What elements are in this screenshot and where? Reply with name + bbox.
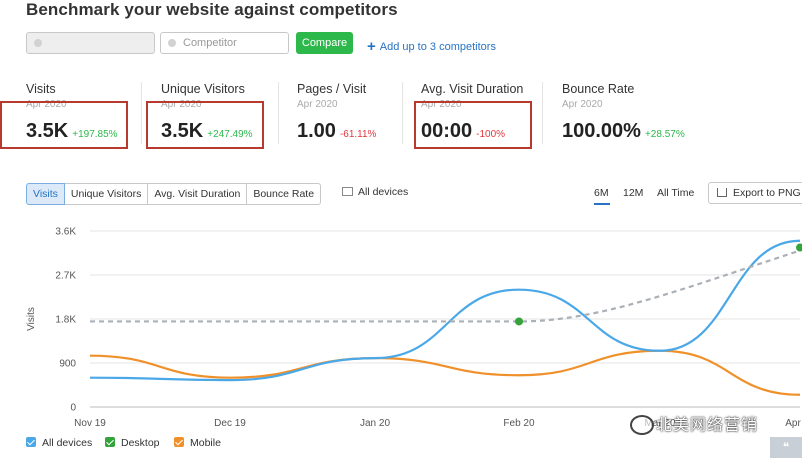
metric-visits: Visits Apr 2020 3.5K +197.85% xyxy=(26,82,118,142)
metric-date: Apr 2020 xyxy=(562,99,603,110)
y-tick-label: 2.7K xyxy=(55,271,76,282)
quote-icon: ❝ xyxy=(770,437,802,458)
metric-change: -100% xyxy=(476,129,506,140)
metric-value: 1.00 xyxy=(297,120,336,142)
metric-change: +247.49% xyxy=(207,129,253,140)
watermark-text: 北美网络营销 xyxy=(656,417,759,434)
series-line-all-devices xyxy=(89,239,801,382)
x-tick-label: Jan 20 xyxy=(360,418,390,429)
metric-bounce-rate: Bounce Rate Apr 2020 100.00% +28.57% xyxy=(562,82,685,142)
y-tick-label: 3.6K xyxy=(55,227,76,238)
metric-divider xyxy=(542,82,543,144)
y-tick-label: 900 xyxy=(59,359,76,370)
highlight-box xyxy=(146,101,264,149)
metric-tabs: Visits Unique Visitors Avg. Visit Durati… xyxy=(26,183,322,205)
metric-date: Apr 2020 xyxy=(297,99,338,110)
legend-label: Mobile xyxy=(190,437,221,449)
metric-date: Apr 2020 xyxy=(161,99,202,110)
metric-unique-visitors: Unique Visitors Apr 2020 3.5K +247.49% xyxy=(161,82,253,142)
page-title: Benchmark your website against competito… xyxy=(26,0,398,19)
metric-avg-visit-duration: Avg. Visit Duration Apr 2020 00:00 -100% xyxy=(421,82,524,142)
y-tick-label: 0 xyxy=(70,403,76,414)
checkbox-icon xyxy=(105,437,115,447)
x-tick-label: Mar 20 xyxy=(644,418,676,429)
export-icon xyxy=(717,188,727,197)
metric-divider xyxy=(141,82,142,144)
metric-change: -61.11% xyxy=(339,129,377,140)
compare-button[interactable]: Compare xyxy=(296,32,353,54)
metric-label: Bounce Rate xyxy=(562,82,635,96)
legend-desktop[interactable]: Desktop xyxy=(105,437,160,449)
y-tick-label: 1.8K xyxy=(55,315,76,326)
highlight-box xyxy=(0,101,128,149)
tab-bounce-rate[interactable]: Bounce Rate xyxy=(246,183,322,205)
series-line-desktop xyxy=(90,249,801,323)
x-tick-label: Dec 19 xyxy=(214,418,246,429)
metric-label: Visits xyxy=(26,82,56,96)
metric-value: 3.5K xyxy=(26,120,69,142)
checkbox-icon xyxy=(174,437,184,447)
device-filter-label: All devices xyxy=(358,186,409,198)
tab-visits[interactable]: Visits xyxy=(26,183,65,205)
site-color-dot xyxy=(34,39,42,47)
metric-value: 100.00% xyxy=(562,120,641,142)
y-axis-label: Visits xyxy=(26,307,37,331)
add-competitors-link[interactable]: + Add up to 3 competitors xyxy=(367,37,496,55)
range-12m[interactable]: 12M xyxy=(623,187,644,199)
metric-divider xyxy=(278,82,279,144)
metric-change: +28.57% xyxy=(644,129,685,140)
metric-pages-per-visit: Pages / Visit Apr 2020 1.00 -61.11% xyxy=(297,82,376,142)
add-competitors-label: Add up to 3 competitors xyxy=(379,41,496,53)
range-all-time[interactable]: All Time xyxy=(657,187,695,199)
series-line-mobile xyxy=(89,349,801,396)
checkbox-icon xyxy=(26,437,36,447)
legend-mobile[interactable]: Mobile xyxy=(174,437,221,449)
legend-all-devices[interactable]: All devices xyxy=(26,437,92,449)
export-png-button[interactable]: Export to PNG xyxy=(708,182,802,204)
data-point-desktop xyxy=(796,243,802,252)
metric-value: 3.5K xyxy=(161,120,204,142)
device-filter[interactable]: All devices xyxy=(342,186,408,198)
plus-icon: + xyxy=(367,38,376,55)
competitor-color-dot xyxy=(168,39,176,47)
metric-label: Unique Visitors xyxy=(161,82,245,96)
tab-avg-visit-duration[interactable]: Avg. Visit Duration xyxy=(147,183,248,205)
range-6m[interactable]: 6M xyxy=(594,187,609,199)
competitor-placeholder: Competitor xyxy=(183,37,237,49)
metric-date: Apr 2020 xyxy=(26,99,67,110)
wechat-icon xyxy=(630,415,654,435)
competitor-input[interactable]: Competitor xyxy=(160,32,289,54)
x-tick-label: Feb 20 xyxy=(503,418,535,429)
your-site-input[interactable] xyxy=(26,32,155,54)
metric-label: Pages / Visit xyxy=(297,82,367,96)
export-label: Export to PNG xyxy=(733,187,801,199)
x-tick-label: Nov 19 xyxy=(74,418,106,429)
metric-divider xyxy=(402,82,403,144)
devices-icon xyxy=(342,187,353,196)
legend-label: All devices xyxy=(42,437,93,449)
metric-value: 00:00 xyxy=(421,120,473,142)
data-point-desktop xyxy=(515,317,523,326)
metric-change: +197.85% xyxy=(72,129,118,140)
x-tick-label: Apr 20 xyxy=(785,418,802,429)
legend-label: Desktop xyxy=(121,437,160,449)
highlight-box xyxy=(414,101,532,149)
metric-label: Avg. Visit Duration xyxy=(421,82,524,96)
range-active-indicator xyxy=(594,203,610,205)
metric-date: Apr 2020 xyxy=(421,99,462,110)
